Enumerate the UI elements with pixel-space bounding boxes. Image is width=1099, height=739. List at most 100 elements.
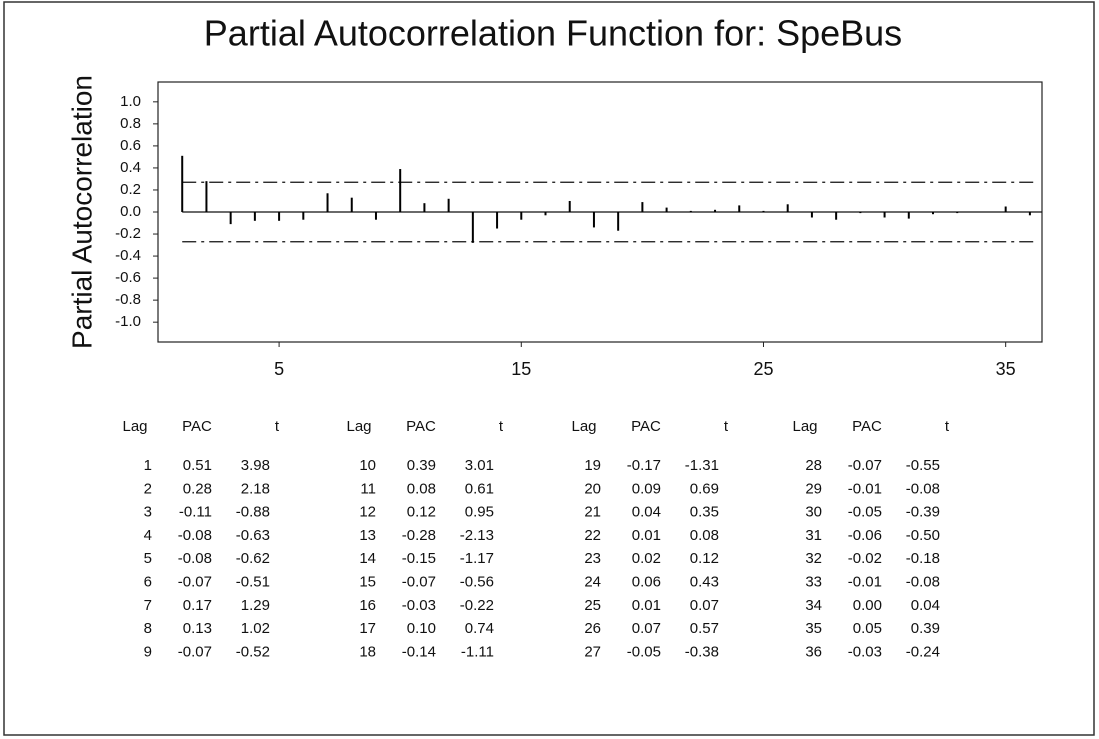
table-cell: -0.28 <box>402 527 436 544</box>
table-cell: 0.12 <box>407 504 436 521</box>
table-cell: 0.69 <box>690 480 719 497</box>
y-tick-label: 0.0 <box>120 203 141 220</box>
table-header: t <box>945 418 950 435</box>
table-cell: 0.00 <box>853 597 882 614</box>
table-cell: -0.50 <box>906 527 940 544</box>
table-cell: -0.08 <box>906 480 940 497</box>
table-cell: 2.18 <box>241 480 270 497</box>
table-cell: 0.17 <box>183 597 212 614</box>
y-tick-label: 0.2 <box>120 181 141 198</box>
table-cell: 17 <box>359 620 376 637</box>
table-cell: 1.29 <box>241 597 270 614</box>
table-cell: -0.14 <box>402 643 436 660</box>
x-tick-label: 5 <box>274 359 284 379</box>
table-cell: 0.10 <box>407 620 436 637</box>
table-cell: 9 <box>144 643 152 660</box>
table-cell: 0.04 <box>632 504 661 521</box>
table-cell: 0.35 <box>690 504 719 521</box>
y-tick-label: -0.4 <box>115 247 141 264</box>
table-header: Lag <box>792 418 817 435</box>
table-cell: -0.07 <box>178 573 212 590</box>
table-cell: -0.22 <box>460 597 494 614</box>
table-header: t <box>275 418 280 435</box>
table-cell: -0.08 <box>178 527 212 544</box>
table-cell: 0.06 <box>632 573 661 590</box>
table-cell: 26 <box>584 620 601 637</box>
table-header: t <box>724 418 729 435</box>
table-cell: 22 <box>584 527 601 544</box>
table-cell: 0.08 <box>407 480 436 497</box>
table-cell: 0.01 <box>632 527 661 544</box>
table-header: t <box>499 418 504 435</box>
table-cell: -0.06 <box>848 527 882 544</box>
table-cell: -0.11 <box>179 504 212 521</box>
table-cell: -0.63 <box>236 527 270 544</box>
y-tick-label: -0.2 <box>115 225 141 242</box>
table-cell: 27 <box>584 643 601 660</box>
y-tick-label: 0.8 <box>120 115 141 132</box>
table-header: PAC <box>852 418 882 435</box>
table-cell: 19 <box>584 457 601 474</box>
table-cell: 10 <box>359 457 376 474</box>
table-cell: 0.39 <box>407 457 436 474</box>
table-cell: -2.13 <box>460 527 494 544</box>
table-cell: 28 <box>805 457 822 474</box>
table-cell: -0.02 <box>848 550 882 567</box>
x-tick-label: 35 <box>996 359 1016 379</box>
table-cell: 31 <box>805 527 822 544</box>
table-cell: 21 <box>584 504 601 521</box>
table-cell: 13 <box>359 527 376 544</box>
table-cell: 0.74 <box>465 620 494 637</box>
x-tick-label: 15 <box>511 359 531 379</box>
frame <box>3 1 1095 736</box>
table-cell: -1.31 <box>685 457 719 474</box>
table-header: PAC <box>631 418 661 435</box>
table-cell: 11 <box>360 480 376 497</box>
table-header: PAC <box>406 418 436 435</box>
table-header: Lag <box>346 418 371 435</box>
table-cell: -0.03 <box>402 597 436 614</box>
y-tick-label: 0.4 <box>120 159 141 176</box>
table-cell: 0.39 <box>911 620 940 637</box>
table-cell: 0.02 <box>632 550 661 567</box>
table-cell: -0.56 <box>460 573 494 590</box>
table-cell: 20 <box>584 480 601 497</box>
table-cell: -0.07 <box>178 643 212 660</box>
table-cell: 6 <box>144 573 152 590</box>
table-cell: -0.08 <box>178 550 212 567</box>
table-cell: -1.17 <box>460 550 494 567</box>
table-cell: 1.02 <box>241 620 270 637</box>
table-cell: 12 <box>359 504 376 521</box>
table-cell: 3 <box>144 504 152 521</box>
table-cell: -0.52 <box>236 643 270 660</box>
table-cell: 33 <box>805 573 822 590</box>
table-cell: -0.24 <box>906 643 940 660</box>
table-cell: -1.11 <box>461 643 494 660</box>
table-cell: -0.15 <box>402 550 436 567</box>
table-cell: -0.07 <box>848 457 882 474</box>
table-cell: -0.39 <box>906 504 940 521</box>
table-header: Lag <box>571 418 596 435</box>
x-tick-label: 25 <box>753 359 773 379</box>
table-cell: 36 <box>805 643 822 660</box>
table-cell: 0.05 <box>853 620 882 637</box>
table-cell: 23 <box>584 550 601 567</box>
table-cell: -0.17 <box>627 457 661 474</box>
table-cell: 30 <box>805 504 822 521</box>
table-cell: -0.55 <box>906 457 940 474</box>
table-cell: 0.07 <box>690 597 719 614</box>
table-cell: 0.95 <box>465 504 494 521</box>
y-tick-label: -0.8 <box>115 291 141 308</box>
table-cell: 0.04 <box>911 597 940 614</box>
table-cell: -0.05 <box>627 643 661 660</box>
table-cell: 0.08 <box>690 527 719 544</box>
table-cell: 0.07 <box>632 620 661 637</box>
table-cell: 14 <box>359 550 376 567</box>
table-cell: 5 <box>144 550 152 567</box>
table-cell: 15 <box>359 573 376 590</box>
table-cell: -0.01 <box>848 480 882 497</box>
table-cell: 0.43 <box>690 573 719 590</box>
table-cell: 1 <box>144 457 152 474</box>
table-cell: -0.18 <box>906 550 940 567</box>
